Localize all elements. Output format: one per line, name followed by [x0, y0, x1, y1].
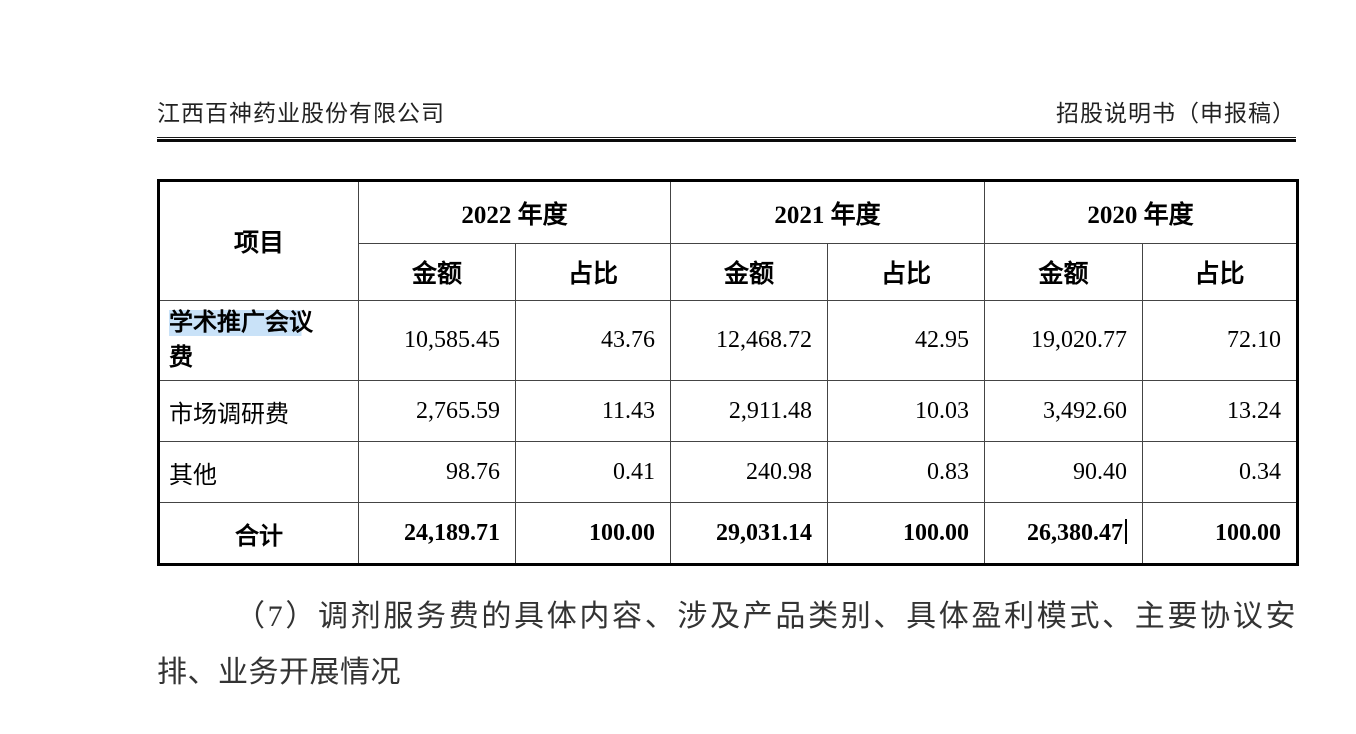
cell-total-2021-ratio[interactable]: 100.00 [827, 502, 986, 565]
amount-header-2021[interactable]: 金额 [670, 243, 829, 301]
cell-total-2021-amount[interactable]: 29,031.14 [670, 502, 829, 565]
cell-2020-ratio[interactable]: 72.10 [1142, 300, 1299, 381]
paragraph: （7）调剂服务费的具体内容、涉及产品类别、具体盈利模式、主要协议安 排、业务开展… [157, 589, 1296, 701]
cell-2021-amount[interactable]: 2,911.48 [670, 380, 829, 442]
cell-total-2022-ratio[interactable]: 100.00 [514, 502, 672, 565]
year-header-2020[interactable]: 2020 年度 [984, 180, 1299, 244]
cell-2020-amount[interactable]: 3,492.60 [984, 380, 1144, 442]
year-header-2021[interactable]: 2021 年度 [670, 180, 986, 244]
cell-2021-ratio[interactable]: 10.03 [827, 380, 986, 442]
cell-2022-ratio[interactable]: 0.41 [514, 441, 672, 503]
year-header-2022[interactable]: 2022 年度 [357, 180, 672, 244]
company-name: 江西百神药业股份有限公司 [157, 101, 445, 126]
cell-2021-amount[interactable]: 240.98 [670, 441, 829, 503]
ratio-header-2021[interactable]: 占比 [827, 243, 986, 301]
header-rule [157, 137, 1296, 142]
cell-2020-ratio[interactable]: 0.34 [1142, 441, 1299, 503]
cell-total-2020-amount[interactable]: 26,380.47 [984, 502, 1144, 565]
row-label-academic-promotion[interactable]: 学术推广会议费 [158, 300, 359, 381]
paragraph-line-1[interactable]: （7）调剂服务费的具体内容、涉及产品类别、具体盈利模式、主要协议安 [235, 600, 1296, 633]
cell-2022-amount[interactable]: 2,765.59 [358, 380, 516, 442]
cell-2021-ratio[interactable]: 42.95 [827, 300, 986, 381]
table-row: 其他 98.76 0.41 240.98 0.83 90.40 0.34 [158, 441, 1299, 503]
table-total-row: 合计 24,189.71 100.00 29,031.14 100.00 26,… [158, 502, 1299, 565]
cell-2022-ratio[interactable]: 43.76 [514, 300, 672, 381]
cell-2021-ratio[interactable]: 0.83 [827, 441, 986, 503]
label-wrap-text: 费 [169, 344, 193, 371]
page-content: 江西百神药业股份有限公司 招股说明书（申报稿） 项目 2022 年度 2021 … [157, 0, 1300, 701]
row-label-total[interactable]: 合计 [158, 502, 359, 565]
table-row: 市场调研费 2,765.59 11.43 2,911.48 10.03 3,49… [158, 380, 1299, 442]
doc-title: 招股说明书（申报稿） [1056, 101, 1296, 126]
row-label-market-research[interactable]: 市场调研费 [158, 380, 359, 442]
table-header-years: 项目 2022 年度 2021 年度 2020 年度 [158, 180, 1299, 301]
item-header-cell[interactable]: 项目 [158, 180, 359, 301]
cell-2022-amount[interactable]: 98.76 [358, 441, 516, 503]
amount-header-2020[interactable]: 金额 [984, 243, 1144, 301]
highlighted-text: 学术推广会 [169, 309, 289, 336]
cell-2020-amount[interactable]: 19,020.77 [984, 300, 1144, 381]
cell-total-2022-amount[interactable]: 24,189.71 [358, 502, 516, 565]
partially-highlighted-text: 议 [289, 309, 313, 336]
document-header: 江西百神药业股份有限公司 招股说明书（申报稿） [157, 94, 1296, 128]
ratio-header-2020[interactable]: 占比 [1142, 243, 1299, 301]
row-label-other[interactable]: 其他 [158, 441, 359, 503]
table-row: 学术推广会议费 10,585.45 43.76 12,468.72 42.95 … [158, 300, 1299, 381]
cell-total-2020-ratio[interactable]: 100.00 [1142, 502, 1299, 565]
amount-header-2022[interactable]: 金额 [358, 243, 516, 301]
cell-2020-amount[interactable]: 90.40 [984, 441, 1144, 503]
cell-2020-ratio[interactable]: 13.24 [1142, 380, 1299, 442]
cell-2022-amount[interactable]: 10,585.45 [358, 300, 516, 381]
cell-2021-amount[interactable]: 12,468.72 [670, 300, 829, 381]
cell-value: 26,380.47 [1027, 520, 1124, 546]
cell-2022-ratio[interactable]: 11.43 [514, 380, 672, 442]
paragraph-line-2[interactable]: 排、业务开展情况 [157, 656, 401, 689]
ratio-header-2022[interactable]: 占比 [514, 243, 672, 301]
text-cursor [1125, 519, 1128, 544]
expense-table: 项目 2022 年度 2021 年度 2020 年度 金额 占比 金额 占比 金… [157, 179, 1300, 566]
